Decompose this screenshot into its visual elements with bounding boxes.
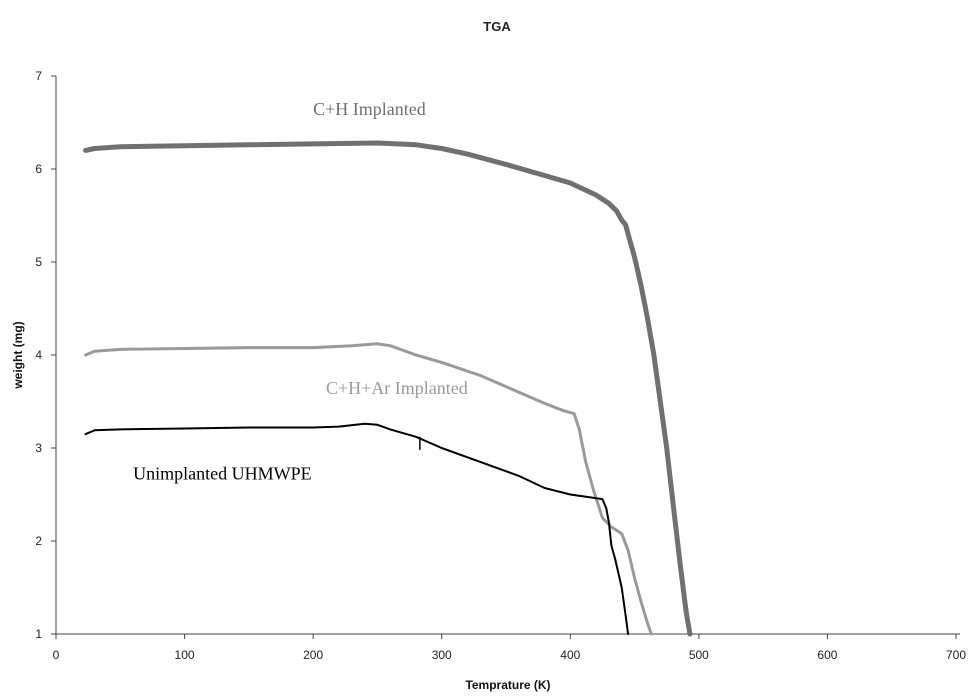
series-line-unimplanted-uhmwpe <box>84 422 630 635</box>
series-annotation: Unimplanted UHMWPE <box>133 464 311 484</box>
x-tick-label: 300 <box>432 648 452 662</box>
series-line-c-h-ar-implanted <box>84 342 653 636</box>
series-layer <box>83 140 693 637</box>
x-tick-label: 0 <box>53 648 60 662</box>
x-tick-label: 600 <box>817 648 837 662</box>
x-tick-label: 200 <box>303 648 323 662</box>
x-tick-label: 500 <box>689 648 709 662</box>
y-tick-label: 1 <box>35 627 42 641</box>
x-ticks: 0 100 200 300 400 500 600 700 <box>53 634 966 662</box>
x-tick-label: 700 <box>946 648 966 662</box>
x-tick-label: 400 <box>560 648 580 662</box>
x-axis-label: Temprature (K) <box>465 678 550 692</box>
plot-area: 0 100 200 300 400 500 600 700 1 2 3 4 5 6 7 C+H Impla… <box>35 69 966 662</box>
chart-title: TGA <box>483 19 511 34</box>
x-tick-label: 100 <box>175 648 195 662</box>
y-tick-label: 7 <box>35 69 42 83</box>
series-annotation: C+H Implanted <box>313 99 426 119</box>
y-axis-label: weight (mg) <box>11 321 25 389</box>
y-ticks: 1 2 3 4 5 6 7 <box>35 69 56 641</box>
y-tick-label: 2 <box>35 534 42 548</box>
y-tick-label: 5 <box>35 255 42 269</box>
series-line-c-h-implanted <box>83 140 693 637</box>
series-annotation: C+H+Ar Implanted <box>326 378 468 398</box>
y-tick-label: 6 <box>35 162 42 176</box>
y-tick-label: 4 <box>35 348 42 362</box>
annotation-layer: C+H Implanted C+H+Ar Implanted Unimplanted… <box>133 99 468 484</box>
y-tick-label: 3 <box>35 441 42 455</box>
